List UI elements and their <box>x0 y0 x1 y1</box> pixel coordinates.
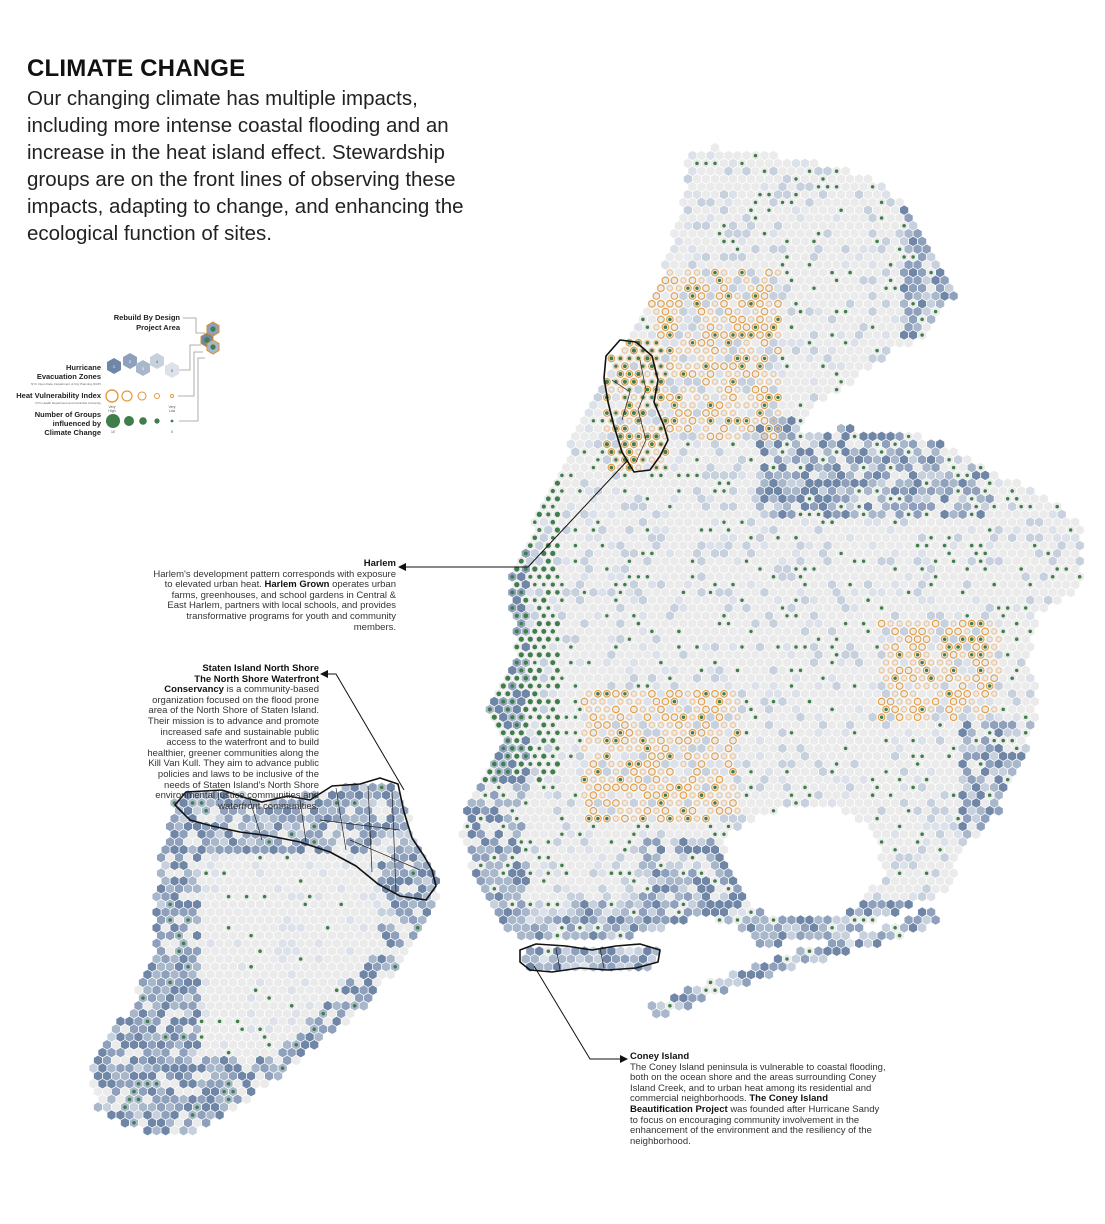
hex-cell <box>502 922 513 934</box>
hex-cell <box>890 906 900 918</box>
hex-cell <box>818 797 828 809</box>
hex-cell <box>516 929 527 942</box>
hex-cell <box>894 337 905 349</box>
hex-cell <box>732 820 743 833</box>
hex-cell <box>876 352 887 365</box>
hex-cell <box>863 360 873 372</box>
hex-cell <box>782 797 792 809</box>
hex-cell <box>786 929 797 942</box>
hex-cell <box>809 797 819 809</box>
hex-cell <box>881 906 891 918</box>
hex-cell <box>917 922 927 934</box>
hex-cell <box>561 929 572 942</box>
hex-cell <box>723 914 734 926</box>
hex-cell <box>948 290 959 302</box>
hex-cell <box>930 914 941 926</box>
hex-cell <box>656 922 666 934</box>
hex-cell <box>917 890 927 903</box>
hex-cell <box>737 922 747 934</box>
hex-cell <box>1052 594 1063 606</box>
hex-cell <box>827 797 837 809</box>
hex-cell <box>939 883 950 895</box>
hex-cell <box>903 898 914 911</box>
hexbin-layer <box>88 142 1085 1137</box>
hex-cell <box>804 929 815 942</box>
intro-paragraph: Our changing climate has multiple impact… <box>27 87 464 245</box>
hex-cell <box>885 929 896 942</box>
hex-cell <box>647 922 657 934</box>
hex-cell <box>854 812 864 825</box>
hex-cell <box>678 914 689 926</box>
hex-cell <box>534 929 545 942</box>
page-title: CLIMATE CHANGE <box>27 55 246 82</box>
hex-cell <box>701 906 711 918</box>
hex-cell <box>597 929 608 942</box>
hex-cell <box>606 929 617 942</box>
hex-cell <box>845 376 855 388</box>
hex-cell <box>638 922 648 934</box>
hex-cell <box>746 812 756 825</box>
hex-cell <box>764 937 774 950</box>
hex-cell <box>813 929 824 942</box>
hex-cell <box>971 828 982 840</box>
hex-cell <box>669 914 680 926</box>
hex-cell <box>570 929 581 942</box>
hex-cell <box>588 929 599 942</box>
hex-cell <box>624 929 635 942</box>
hex-cell <box>993 805 1004 817</box>
hex-cell <box>579 929 590 942</box>
hex-cell <box>926 890 936 903</box>
hex-cell <box>525 929 536 942</box>
hex-cell <box>692 906 702 918</box>
hex-cell <box>755 937 765 950</box>
hex-cell <box>1038 602 1049 614</box>
hex-cell <box>908 922 918 934</box>
hex-cell <box>903 337 914 349</box>
hex-cell <box>840 805 851 817</box>
hex-cell <box>800 797 810 809</box>
hex-cell <box>818 391 828 404</box>
hex-cell <box>543 929 554 942</box>
hex-cell <box>759 805 770 817</box>
hex-cell <box>1065 586 1076 599</box>
hex-cell <box>795 929 806 942</box>
